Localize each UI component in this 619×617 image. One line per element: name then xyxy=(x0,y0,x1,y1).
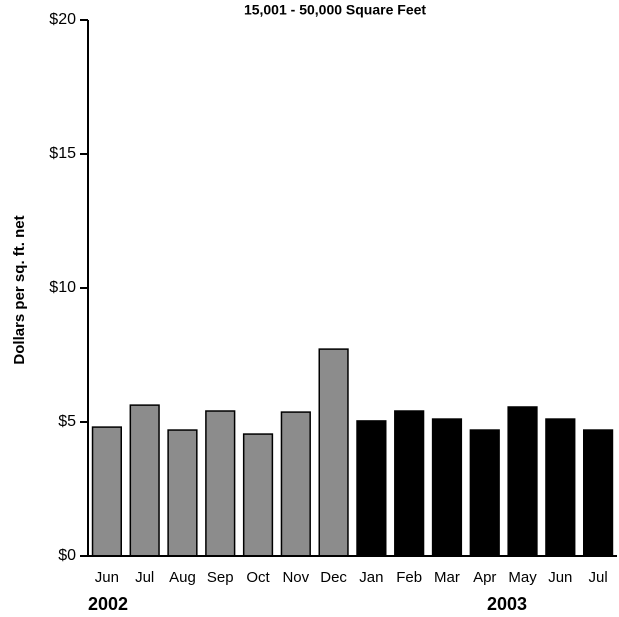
bar xyxy=(318,348,349,557)
bar xyxy=(507,406,538,557)
y-tick-label: $20 xyxy=(49,11,76,28)
bar xyxy=(167,429,198,557)
y-tick-label: $5 xyxy=(58,413,76,430)
bar xyxy=(280,411,311,557)
bar xyxy=(545,418,576,557)
chart-title: 15,001 - 50,000 Square Feet xyxy=(244,2,426,18)
x-tick-label: Apr xyxy=(473,569,496,586)
bar xyxy=(394,410,425,557)
y-tick-label: $10 xyxy=(49,279,76,296)
year-label: 2003 xyxy=(487,594,527,614)
x-tick-label: Nov xyxy=(282,569,309,586)
bar xyxy=(431,418,463,557)
bar xyxy=(242,433,274,557)
x-tick-label: Dec xyxy=(320,569,347,586)
year-label: 2002 xyxy=(88,594,128,614)
x-tick-label: May xyxy=(508,569,537,586)
y-axis-label: Dollars per sq. ft. net xyxy=(11,215,28,364)
x-tick-label: Feb xyxy=(396,569,422,586)
x-tick-label: Jan xyxy=(359,569,383,586)
x-tick-label: Jul xyxy=(589,569,608,586)
y-tick-label: $0 xyxy=(58,547,76,564)
x-tick-label: Jul xyxy=(135,569,154,586)
bar xyxy=(469,429,500,557)
bar xyxy=(91,426,123,557)
bar xyxy=(129,404,160,557)
x-tick-label: Aug xyxy=(169,569,196,586)
y-tick-label: $15 xyxy=(49,145,76,162)
x-tick-label: Mar xyxy=(434,569,460,586)
x-tick-label: Sep xyxy=(207,569,234,586)
bar xyxy=(356,420,387,557)
x-tick-label: Jun xyxy=(548,569,572,586)
x-tick-label: Oct xyxy=(246,569,270,586)
x-tick-label: Jun xyxy=(95,569,119,586)
bar xyxy=(582,429,614,557)
bar xyxy=(205,410,236,557)
